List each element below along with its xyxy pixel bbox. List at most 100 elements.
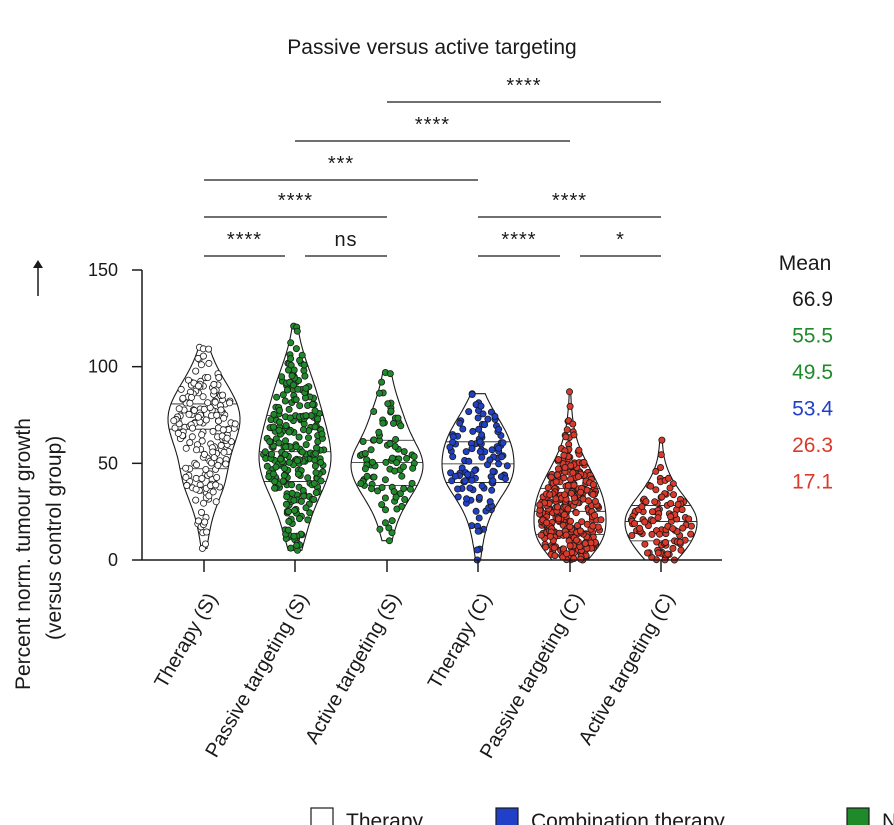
data-point xyxy=(667,513,675,521)
data-point xyxy=(209,427,217,435)
data-point xyxy=(577,488,585,496)
significance-label: **** xyxy=(506,75,541,97)
data-point xyxy=(479,410,487,418)
data-point xyxy=(287,355,295,363)
data-point xyxy=(667,499,675,507)
data-point xyxy=(379,419,387,427)
data-point xyxy=(591,497,599,505)
data-point xyxy=(408,479,416,487)
data-point xyxy=(476,448,484,456)
data-point xyxy=(456,419,464,427)
data-point xyxy=(454,485,462,493)
data-point xyxy=(653,538,661,546)
y-axis-label: Percent norm. tumour growth (versus cont… xyxy=(12,260,66,690)
data-point xyxy=(570,481,578,489)
data-point xyxy=(266,438,274,446)
data-point xyxy=(290,532,298,540)
data-point xyxy=(202,416,210,424)
y-axis: 0 50 100 150 xyxy=(88,260,143,570)
data-point xyxy=(677,546,685,554)
data-point xyxy=(649,517,657,525)
data-point xyxy=(468,390,476,398)
data-point xyxy=(318,430,326,438)
data-point xyxy=(291,506,299,514)
data-point xyxy=(561,491,569,499)
data-point xyxy=(669,525,677,533)
data-point xyxy=(361,449,369,457)
data-point xyxy=(386,440,394,448)
data-point xyxy=(271,484,279,492)
data-point xyxy=(219,391,227,399)
violins xyxy=(167,325,698,561)
legend-label: Therapy xyxy=(346,810,424,825)
x-axis: Therapy (S)Passive targeting (S)Active t… xyxy=(142,559,722,762)
data-point xyxy=(473,546,481,554)
data-point xyxy=(567,489,575,497)
data-point xyxy=(566,542,574,550)
data-point xyxy=(381,494,389,502)
data-point xyxy=(560,474,568,482)
data-point xyxy=(304,434,312,442)
data-point xyxy=(386,370,394,378)
data-point xyxy=(574,473,582,481)
legend-swatch xyxy=(495,807,519,825)
data-point xyxy=(301,372,309,380)
data-point xyxy=(472,507,480,515)
data-points xyxy=(170,322,695,564)
data-point xyxy=(292,443,300,451)
data-point xyxy=(269,423,277,431)
data-point xyxy=(400,448,408,456)
data-point xyxy=(486,498,494,506)
y-tick-label: 50 xyxy=(98,453,118,473)
data-point xyxy=(652,486,660,494)
data-point xyxy=(302,504,310,512)
data-point xyxy=(563,550,571,558)
data-point xyxy=(293,542,301,550)
data-point xyxy=(401,495,409,503)
data-point xyxy=(192,461,200,469)
data-point xyxy=(292,396,300,404)
data-point xyxy=(182,464,190,472)
data-point xyxy=(484,415,492,423)
data-point xyxy=(288,372,296,380)
data-point xyxy=(226,399,234,407)
data-point xyxy=(222,460,230,468)
data-point xyxy=(312,444,320,452)
mean-value: 53.4 xyxy=(792,398,833,421)
data-point xyxy=(670,491,678,499)
data-point xyxy=(300,361,308,369)
data-point xyxy=(284,526,292,534)
data-point xyxy=(478,431,486,439)
data-point xyxy=(481,421,489,429)
mean-value: 26.3 xyxy=(792,434,833,457)
data-point xyxy=(477,402,485,410)
significance-label: ns xyxy=(334,229,357,251)
data-point xyxy=(662,538,670,546)
data-point xyxy=(564,482,572,490)
data-point xyxy=(359,437,367,445)
data-point xyxy=(459,425,467,433)
legend: Therapy Combination therapy N xyxy=(310,807,894,825)
data-point xyxy=(498,453,506,461)
significance-brackets: **** ns **** ***** *************** xyxy=(204,75,661,257)
legend-swatch xyxy=(310,807,334,825)
data-point xyxy=(567,475,575,483)
mean-value: 17.1 xyxy=(792,471,833,494)
data-point xyxy=(217,441,225,449)
data-point xyxy=(270,410,278,418)
data-point xyxy=(488,486,496,494)
data-point xyxy=(562,531,570,539)
data-point xyxy=(219,426,227,434)
data-point xyxy=(468,476,476,484)
data-point xyxy=(589,481,597,489)
data-point xyxy=(385,537,393,545)
mean-value: 66.9 xyxy=(792,288,833,311)
data-point xyxy=(297,497,305,505)
data-point xyxy=(367,485,375,493)
data-point xyxy=(311,456,319,464)
data-point xyxy=(317,458,325,466)
data-point xyxy=(302,412,310,420)
data-point xyxy=(192,367,200,375)
data-point xyxy=(376,525,384,533)
data-point xyxy=(205,492,213,500)
